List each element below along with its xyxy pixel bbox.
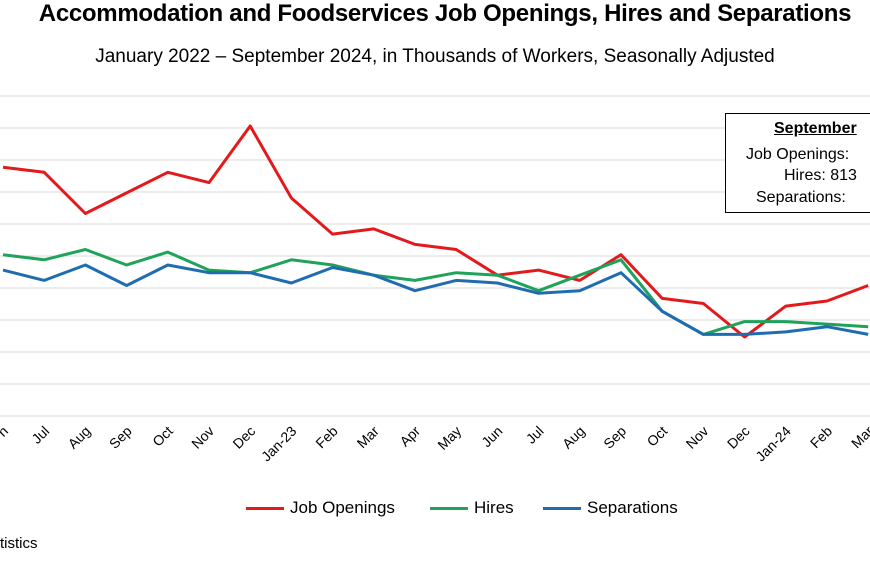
- x-tick-label: Dec: [724, 423, 753, 452]
- series-line-hires: [2, 248, 869, 336]
- x-tick-label: Oct: [149, 423, 176, 450]
- x-tick-label: Jan-24: [752, 423, 794, 465]
- x-tick-label: Oct: [644, 423, 671, 450]
- legend-swatch-separations: [543, 506, 581, 510]
- annotation-separations: Separations:: [756, 189, 846, 206]
- series-line-job-openings: [2, 124, 869, 339]
- legend-item-hires: Hires: [430, 498, 514, 518]
- x-tick-label: Jan-23: [258, 423, 300, 465]
- x-tick-label: n: [0, 423, 11, 440]
- series-lines: [2, 124, 869, 339]
- legend-swatch-hires: [430, 506, 468, 510]
- x-tick-label: Jun: [478, 423, 505, 450]
- legend-item-separations: Separations: [543, 498, 678, 518]
- source-note: tistics: [0, 535, 38, 552]
- legend-item-job-openings: Job Openings: [246, 498, 395, 518]
- legend-label-job-openings: Job Openings: [290, 498, 395, 517]
- x-tick-label: Mar: [848, 423, 870, 452]
- series-line-separations: [2, 263, 869, 336]
- x-tick-label: Nov: [683, 423, 712, 452]
- annotation-box: September Job Openings: Hires: 813 Separ…: [725, 113, 870, 213]
- x-tick-label: Apr: [396, 423, 423, 450]
- x-tick-label: Sep: [106, 423, 135, 452]
- annotation-hires: Hires: 813: [784, 167, 857, 184]
- x-tick-label: May: [434, 423, 464, 453]
- legend-label-separations: Separations: [587, 498, 678, 517]
- chart-title: Accommodation and Foodservices Job Openi…: [38, 0, 852, 27]
- x-tick-label: Feb: [312, 423, 341, 452]
- legend-label-hires: Hires: [474, 498, 514, 517]
- x-tick-label: Feb: [807, 423, 836, 452]
- annotation-heading: September: [774, 120, 857, 137]
- x-tick-label: Jul: [28, 423, 52, 447]
- x-tick-label: Aug: [65, 423, 94, 452]
- x-tick-label: Nov: [188, 423, 217, 452]
- legend-swatch-job-openings: [246, 506, 284, 510]
- annotation-job-openings: Job Openings:: [746, 146, 850, 163]
- x-tick-label: Aug: [559, 423, 588, 452]
- x-tick-label: Jul: [523, 423, 547, 447]
- x-tick-label: Dec: [229, 423, 258, 452]
- legend: Job Openings Hires Separations: [0, 498, 870, 522]
- x-tick-label: Mar: [354, 423, 383, 452]
- x-tick-label: Sep: [600, 423, 629, 452]
- x-tick-labels: n Jul Aug Sep Oct Nov Dec Jan-23 Feb Mar Apr May Jun…: [0, 423, 870, 465]
- chart-subtitle: January 2022 – September 2024, in Thousa…: [95, 46, 775, 67]
